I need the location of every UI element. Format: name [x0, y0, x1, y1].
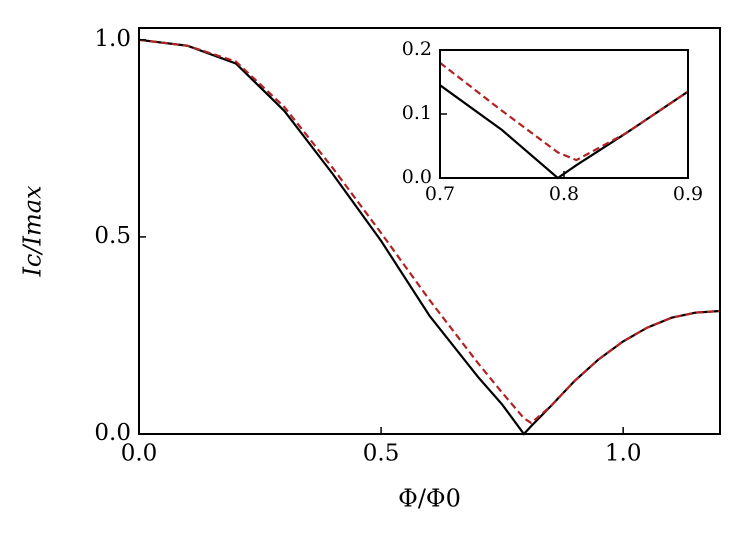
x-tick-label: 0.7 — [425, 183, 455, 205]
x-axis-label: Φ/Φ0 — [398, 485, 461, 513]
y-tick-label: 1.0 — [94, 26, 131, 52]
y-tick-label: 0.0 — [402, 166, 432, 188]
plot-area — [440, 50, 688, 178]
y-tick-label: 0.5 — [94, 223, 131, 249]
x-tick-label: 0.9 — [673, 183, 703, 205]
axes-frame — [138, 27, 721, 435]
y-tick-label: 0.2 — [402, 38, 432, 60]
curve — [138, 38, 721, 425]
x-tick-label: 1.0 — [605, 441, 642, 467]
x-tick-label: 0.5 — [363, 441, 400, 467]
curve — [439, 61, 689, 162]
y-axis-label: Ic/Imax — [19, 185, 47, 278]
x-tick-label: 0.0 — [121, 441, 158, 467]
x-tick-label: 0.8 — [549, 183, 579, 205]
y-tick-label: 0.0 — [94, 420, 131, 446]
y-tick-label: 0.1 — [402, 102, 432, 124]
